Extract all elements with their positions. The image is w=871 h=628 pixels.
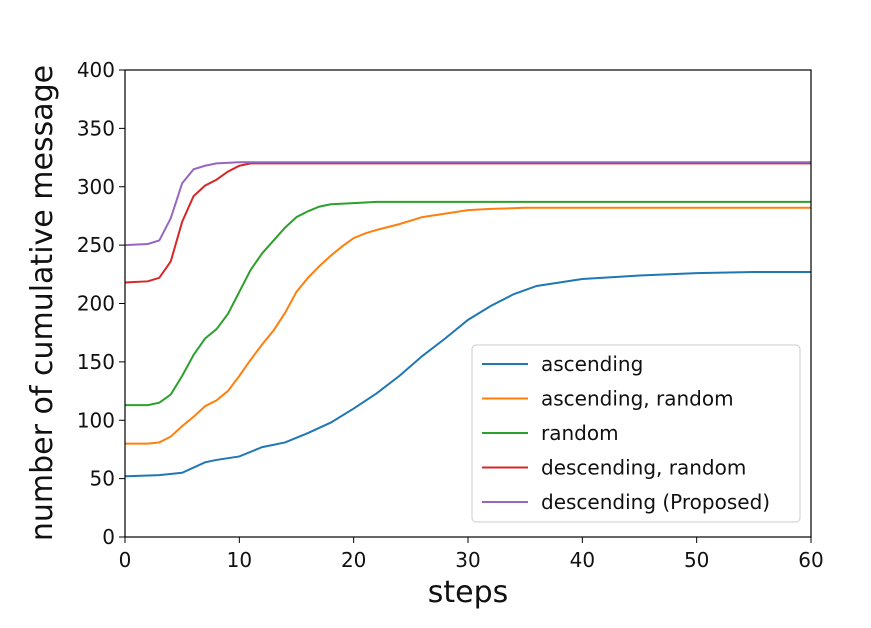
- legend-label-3: descending, random: [541, 456, 746, 480]
- y-tick-label: 100: [77, 408, 115, 432]
- series-line-2: [125, 200, 811, 407]
- y-tick-label: 250: [77, 233, 115, 257]
- y-tick-label: 200: [77, 292, 115, 316]
- legend-label-0: ascending: [541, 352, 643, 376]
- y-tick-label: 400: [77, 58, 115, 82]
- series-line-4: [124, 161, 811, 247]
- y-axis: 0 50 100 150 200 250 300 350 400: [77, 58, 125, 549]
- series-line-3: [124, 162, 811, 284]
- x-tick-label: 0: [119, 548, 132, 572]
- x-tick-label: 20: [341, 548, 366, 572]
- x-tick-label: 60: [798, 548, 823, 572]
- x-tick-label: 50: [684, 548, 709, 572]
- x-axis-label: steps: [428, 575, 509, 610]
- x-tick-label: 30: [455, 548, 480, 572]
- y-tick-label: 350: [77, 116, 115, 140]
- y-tick-label: 150: [77, 350, 115, 374]
- y-tick-label: 50: [90, 467, 115, 491]
- x-axis: 0 10 20 30 40 50 60: [119, 537, 824, 572]
- y-tick-label: 300: [77, 175, 115, 199]
- y-axis-label: number of cumulative message: [25, 65, 60, 541]
- series-line-0: [124, 270, 811, 478]
- legend: ascending ascending, random random descendi…: [471, 344, 801, 523]
- legend-label-1: ascending, random: [541, 387, 734, 411]
- series-lines: [124, 161, 811, 478]
- series-line-1: [125, 206, 811, 445]
- legend-box: [471, 344, 801, 523]
- legend-label-4: descending (Proposed): [541, 490, 770, 514]
- y-tick-label: 0: [102, 525, 115, 549]
- x-tick-label: 40: [570, 548, 595, 572]
- legend-label-2: random: [541, 421, 619, 445]
- x-tick-label: 10: [227, 548, 252, 572]
